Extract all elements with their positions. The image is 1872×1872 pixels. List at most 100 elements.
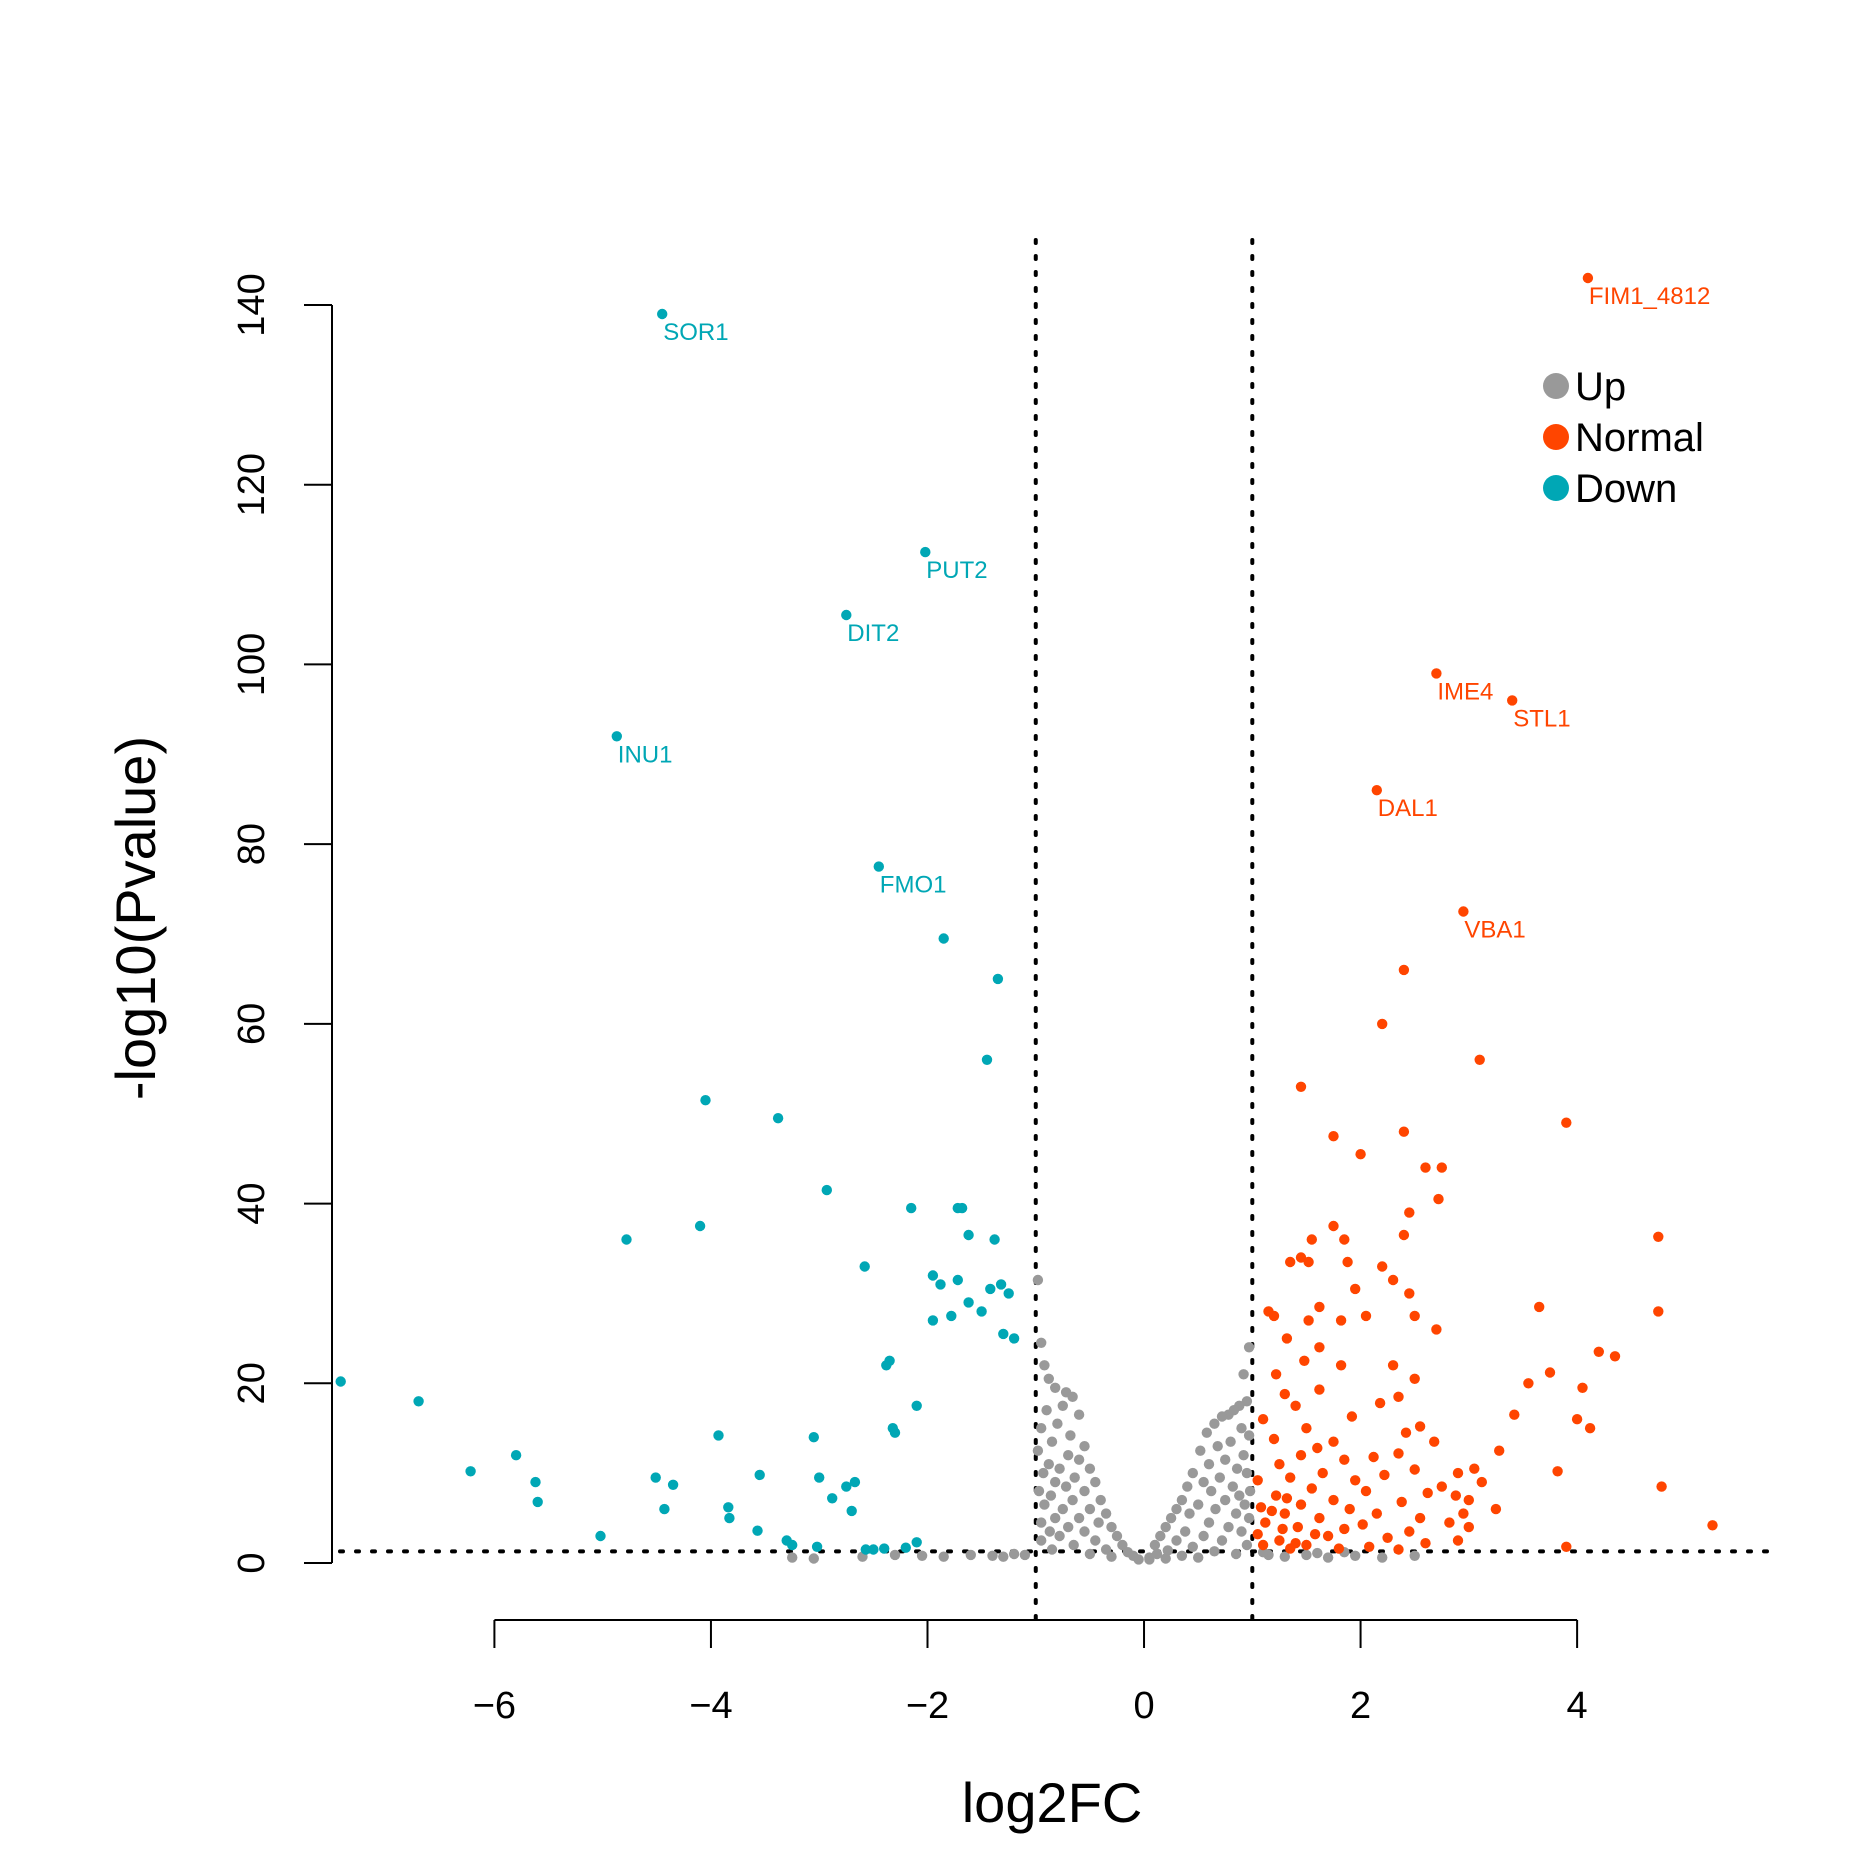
point-down-44 [814,1472,825,1483]
point-normal-111 [1382,1532,1393,1544]
point-normal-124 [1257,1539,1269,1551]
point-down-16 [963,1229,974,1241]
point-normal-58 [1571,1414,1583,1425]
point-up-102 [1184,1508,1195,1519]
point-up-4 [1050,1382,1061,1394]
point-normal-19 [1339,1234,1350,1245]
point-up-46 [1036,1535,1047,1546]
point-normal-117 [1561,1541,1572,1553]
point-up-128 [1322,1552,1334,1563]
point-normal-59 [1346,1411,1358,1422]
point-up-42 [1079,1526,1090,1537]
point-normal-93 [1396,1496,1407,1508]
point-up-113 [1216,1535,1228,1546]
point-up-44 [1054,1530,1065,1542]
point-up-115 [1241,1539,1253,1551]
point-normal-45 [1335,1360,1347,1371]
point-normal-91 [1463,1494,1475,1506]
point-normal-79 [1317,1467,1328,1479]
point-down-5 [938,933,949,944]
point-up-32 [1057,1503,1069,1515]
point-up-83 [1220,1454,1231,1465]
point-up-84 [1203,1459,1215,1470]
y-tick-label-2: 40 [231,1182,273,1224]
point-down-25 [976,1306,987,1317]
point-normal-50 [1523,1378,1534,1389]
point-normal-101 [1414,1512,1426,1524]
point-down-53 [846,1505,857,1517]
point-up-91 [1182,1481,1193,1492]
point-normal-125 [1277,1523,1288,1535]
point-down-10 [821,1184,832,1196]
point-normal-2 [1507,695,1518,706]
y-tick-label-4: 80 [231,823,273,865]
y-tick-label-0: 0 [231,1552,273,1573]
x-tick-label-2: −2 [906,1685,949,1727]
point-normal-34 [1335,1315,1347,1326]
point-up-62 [889,1549,901,1561]
point-down-19 [927,1270,939,1281]
point-up-93 [1206,1485,1217,1497]
point-normal-30 [1534,1301,1545,1313]
legend-label-up: Up [1575,365,1626,409]
point-up-22 [1069,1472,1080,1483]
point-down-14 [694,1220,706,1232]
point-normal-80 [1379,1469,1390,1481]
point-up-68 [1243,1342,1255,1353]
point-down-6 [992,973,1004,985]
point-normal-16 [1404,1207,1415,1218]
point-down-32 [881,1360,892,1371]
y-axis: 0 20 40 60 80 100 120 140 [231,273,333,1574]
point-up-10 [1052,1418,1063,1429]
point-up-109 [1236,1526,1247,1537]
point-up-47 [1117,1539,1128,1551]
point-up-33 [1084,1503,1096,1515]
point-normal-38 [1409,1310,1420,1322]
point-up-25 [1060,1481,1072,1492]
point-up-94 [1234,1490,1245,1501]
point-up-0 [1032,1274,1044,1286]
point-down-39 [808,1432,819,1443]
point-down-21 [935,1279,946,1290]
point-up-21 [1038,1467,1049,1479]
point-up-30 [1095,1494,1106,1506]
point-up-127 [1301,1549,1312,1561]
point-normal-107 [1463,1521,1475,1533]
point-up-129 [1350,1550,1361,1562]
point-down-38 [713,1430,724,1441]
point-down-61 [868,1544,879,1555]
point-down-26 [963,1297,974,1308]
gene-label-6: IME4 [1437,678,1493,705]
point-normal-72 [1368,1451,1379,1463]
point-normal-90 [1450,1490,1462,1501]
point-up-121 [1176,1550,1188,1562]
point-normal-37 [1653,1231,1664,1243]
point-normal-23 [1377,1261,1388,1272]
point-normal-92 [1328,1494,1339,1506]
point-normal-65 [1328,1436,1339,1447]
point-normal-115 [1301,1539,1312,1551]
point-up-79 [1225,1436,1236,1447]
point-normal-74 [1274,1459,1285,1470]
point-up-41 [1044,1526,1056,1537]
point-normal-113 [1274,1535,1285,1546]
point-normal-123 [1252,1475,1263,1486]
point-normal-6 [1377,1018,1388,1030]
threshold-lines [338,238,1782,1622]
point-down-58 [787,1539,798,1551]
point-down-59 [811,1541,823,1553]
point-up-95 [1176,1494,1188,1506]
point-up-6 [1067,1391,1078,1403]
point-up-13 [1046,1436,1058,1447]
point-down-50 [532,1496,543,1508]
point-normal-42 [1593,1346,1605,1358]
point-normal-122 [1255,1502,1267,1513]
point-normal-86 [1306,1483,1318,1494]
point-up-34 [1100,1508,1112,1519]
point-up-45 [1090,1535,1101,1546]
point-normal-106 [1292,1521,1304,1533]
point-up-133 [1312,1547,1323,1559]
point-up-92 [1244,1485,1256,1497]
point-up-74 [1216,1411,1228,1422]
point-normal-76 [1409,1464,1420,1475]
